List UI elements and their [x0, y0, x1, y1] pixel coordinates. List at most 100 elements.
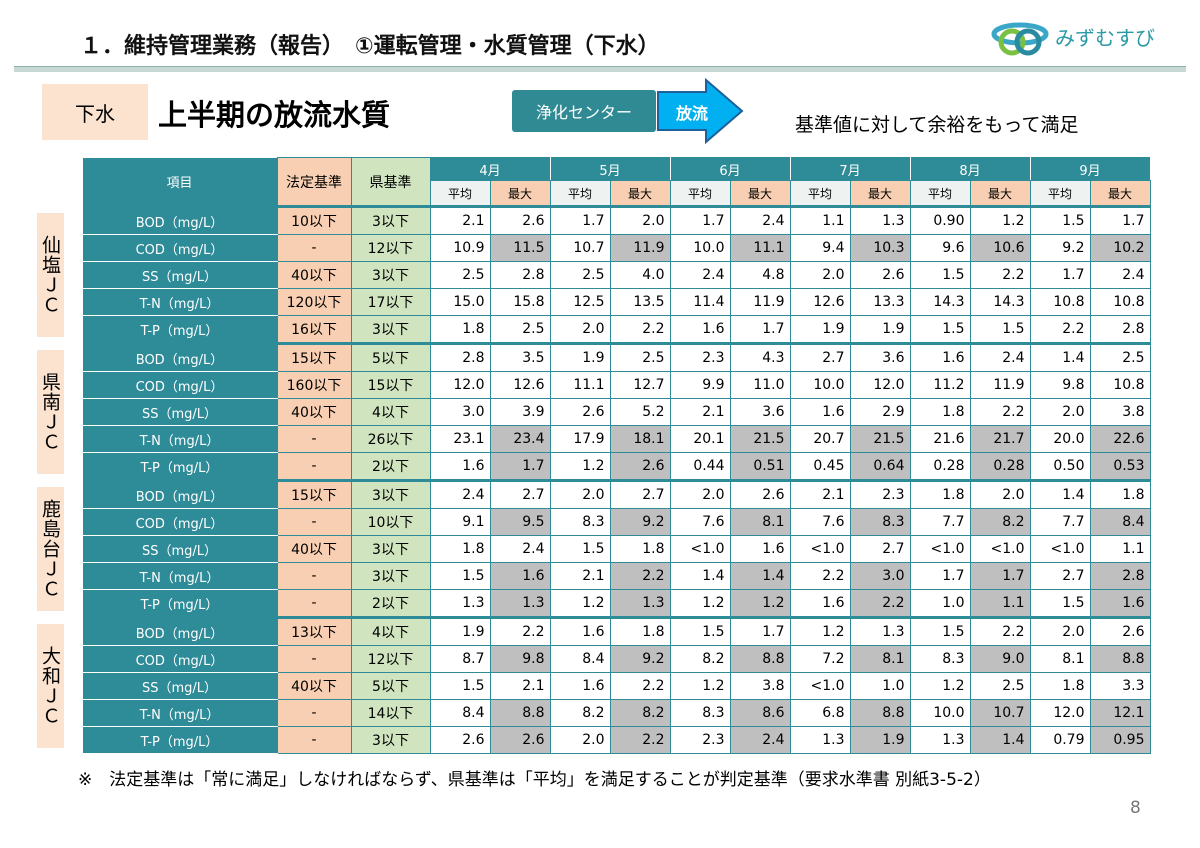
- value-cell: 8.8: [729, 645, 791, 673]
- value-cell: 1.4: [669, 562, 731, 590]
- pref-cell: 3以下: [350, 726, 431, 754]
- pref-cell: 5以下: [350, 342, 431, 372]
- value-cell: 22.6: [1089, 425, 1151, 453]
- value-cell: 1.9: [549, 342, 611, 372]
- pref-cell: 2以下: [350, 452, 431, 481]
- title-rule: [14, 66, 1186, 72]
- value-cell: 1.8: [609, 535, 671, 563]
- value-cell: 2.6: [489, 726, 551, 754]
- value-cell: 2.0: [549, 726, 611, 754]
- value-cell: 1.3: [909, 726, 971, 754]
- value-cell: 8.1: [849, 645, 911, 673]
- value-cell: 2.5: [429, 261, 491, 289]
- pref-cell: 3以下: [350, 479, 431, 509]
- legal-cell: 40以下: [276, 535, 352, 563]
- month-header: 4月: [429, 157, 551, 181]
- value-cell: 1.7: [489, 452, 551, 481]
- pref-cell: 26以下: [350, 425, 431, 453]
- pref-cell: 2以下: [350, 589, 431, 618]
- value-cell: 15.8: [489, 288, 551, 316]
- value-cell: 1.7: [729, 616, 791, 646]
- value-cell: 12.6: [489, 371, 551, 399]
- value-cell: 2.5: [1089, 342, 1151, 372]
- value-cell: 0.79: [1029, 726, 1091, 754]
- value-cell: 9.2: [609, 508, 671, 536]
- pref-cell: 17以下: [350, 288, 431, 316]
- value-cell: 2.0: [969, 479, 1031, 509]
- value-cell: 12.0: [849, 371, 911, 399]
- value-cell: 1.7: [1029, 261, 1091, 289]
- value-cell: 8.7: [429, 645, 491, 673]
- value-cell: 8.6: [729, 699, 791, 727]
- value-cell: 2.7: [489, 479, 551, 509]
- value-cell: 9.8: [489, 645, 551, 673]
- pref-cell: 12以下: [350, 645, 431, 673]
- month-header: 5月: [549, 157, 671, 181]
- page-number: 8: [1130, 798, 1141, 818]
- value-cell: 2.0: [549, 315, 611, 344]
- legal-cell: 15以下: [276, 479, 352, 509]
- value-cell: 21.6: [909, 425, 971, 453]
- value-cell: 8.4: [549, 645, 611, 673]
- value-cell: 2.3: [669, 342, 731, 372]
- value-cell: 11.2: [909, 371, 971, 399]
- sub-header: 平均: [669, 180, 731, 207]
- legal-cell: -: [276, 562, 352, 590]
- value-cell: 4.3: [729, 342, 791, 372]
- logo-icon: [991, 22, 1049, 56]
- data-row: SS（mg/L） 40以下 4以下 3.0 3.9 2.6 5.2 2.1 3.6 1.6 2.9 1…: [37, 398, 1151, 426]
- value-cell: <1.0: [669, 535, 731, 563]
- item-cell: SS（mg/L）: [79, 398, 278, 426]
- heading: 上半期の放流水質: [158, 98, 391, 132]
- value-cell: 1.8: [909, 398, 971, 426]
- sub-header: 平均: [1029, 180, 1091, 207]
- value-cell: 1.5: [549, 535, 611, 563]
- group-label: 大和ＪＣ: [37, 623, 64, 748]
- value-cell: 1.6: [549, 672, 611, 700]
- data-row: SS（mg/L） 40以下 5以下 1.5 2.1 1.6 2.2 1.2 3.8 <1.0 1.0…: [37, 672, 1151, 700]
- value-cell: 12.0: [1029, 699, 1091, 727]
- value-cell: 2.4: [489, 535, 551, 563]
- value-cell: 1.5: [429, 562, 491, 590]
- value-cell: 11.1: [729, 234, 791, 262]
- data-row: T-P（mg/L） -2以下 1.3 1.3 1.2 1.3 1.2 1.2 1.6 2.2 1.0…: [37, 589, 1151, 618]
- value-cell: 1.1: [969, 589, 1031, 618]
- sub-header: 最大: [729, 180, 791, 207]
- pref-cell: 3以下: [350, 562, 431, 590]
- value-cell: 1.9: [429, 616, 491, 646]
- value-cell: 2.1: [789, 479, 851, 509]
- data-row: T-P（mg/L） -2以下 1.6 1.7 1.2 2.6 0.44 0.51 0.45 0.6…: [37, 452, 1151, 481]
- value-cell: 1.5: [969, 315, 1031, 344]
- legal-cell: -: [276, 726, 352, 754]
- value-cell: 10.0: [909, 699, 971, 727]
- value-cell: 2.3: [669, 726, 731, 754]
- value-cell: 1.3: [789, 726, 851, 754]
- value-cell: 0.50: [1029, 452, 1091, 481]
- value-cell: 13.3: [849, 288, 911, 316]
- value-cell: 2.5: [489, 315, 551, 344]
- data-row: 県南ＪＣ BOD（mg/L） 15以下 5以下 2.8 3.5 1.9 2.5 2.3 4.3 2.…: [37, 342, 1151, 481]
- value-cell: 2.0: [549, 479, 611, 509]
- legal-cell: 40以下: [276, 261, 352, 289]
- data-row: 大和ＪＣ BOD（mg/L） 13以下 4以下 1.9 2.2 1.6 1.8 1.5 1.7 1.…: [37, 616, 1151, 754]
- value-cell: 7.2: [789, 645, 851, 673]
- value-cell: 8.3: [849, 508, 911, 536]
- value-cell: 9.4: [789, 234, 851, 262]
- item-cell: T-N（mg/L）: [79, 562, 278, 590]
- data-row: 鹿島台ＪＣ BOD（mg/L） 15以下 3以下 2.4 2.7 2.0 2.7 2.0 2.6 2…: [37, 479, 1151, 618]
- value-cell: 1.9: [849, 726, 911, 754]
- value-cell: 2.6: [429, 726, 491, 754]
- value-cell: 5.2: [609, 398, 671, 426]
- value-cell: 2.1: [429, 205, 491, 235]
- value-cell: 1.3: [849, 205, 911, 235]
- value-cell: 2.4: [729, 205, 791, 235]
- item-cell: COD（mg/L）: [79, 234, 278, 262]
- value-cell: 2.6: [1089, 616, 1151, 646]
- item-cell: T-N（mg/L）: [79, 699, 278, 727]
- note: 基準値に対して余裕をもって満足: [795, 114, 1079, 136]
- legal-cell: -: [276, 699, 352, 727]
- data-row: T-N（mg/L） -14以下 8.4 8.8 8.2 8.2 8.3 8.6 6.8 8.8 10…: [37, 699, 1151, 727]
- value-cell: 1.4: [1029, 342, 1091, 372]
- data-row: COD（mg/L） 160以下 15以下 12.0 12.6 11.1 12.7 9.9 11.…: [37, 371, 1151, 399]
- value-cell: 23.1: [429, 425, 491, 453]
